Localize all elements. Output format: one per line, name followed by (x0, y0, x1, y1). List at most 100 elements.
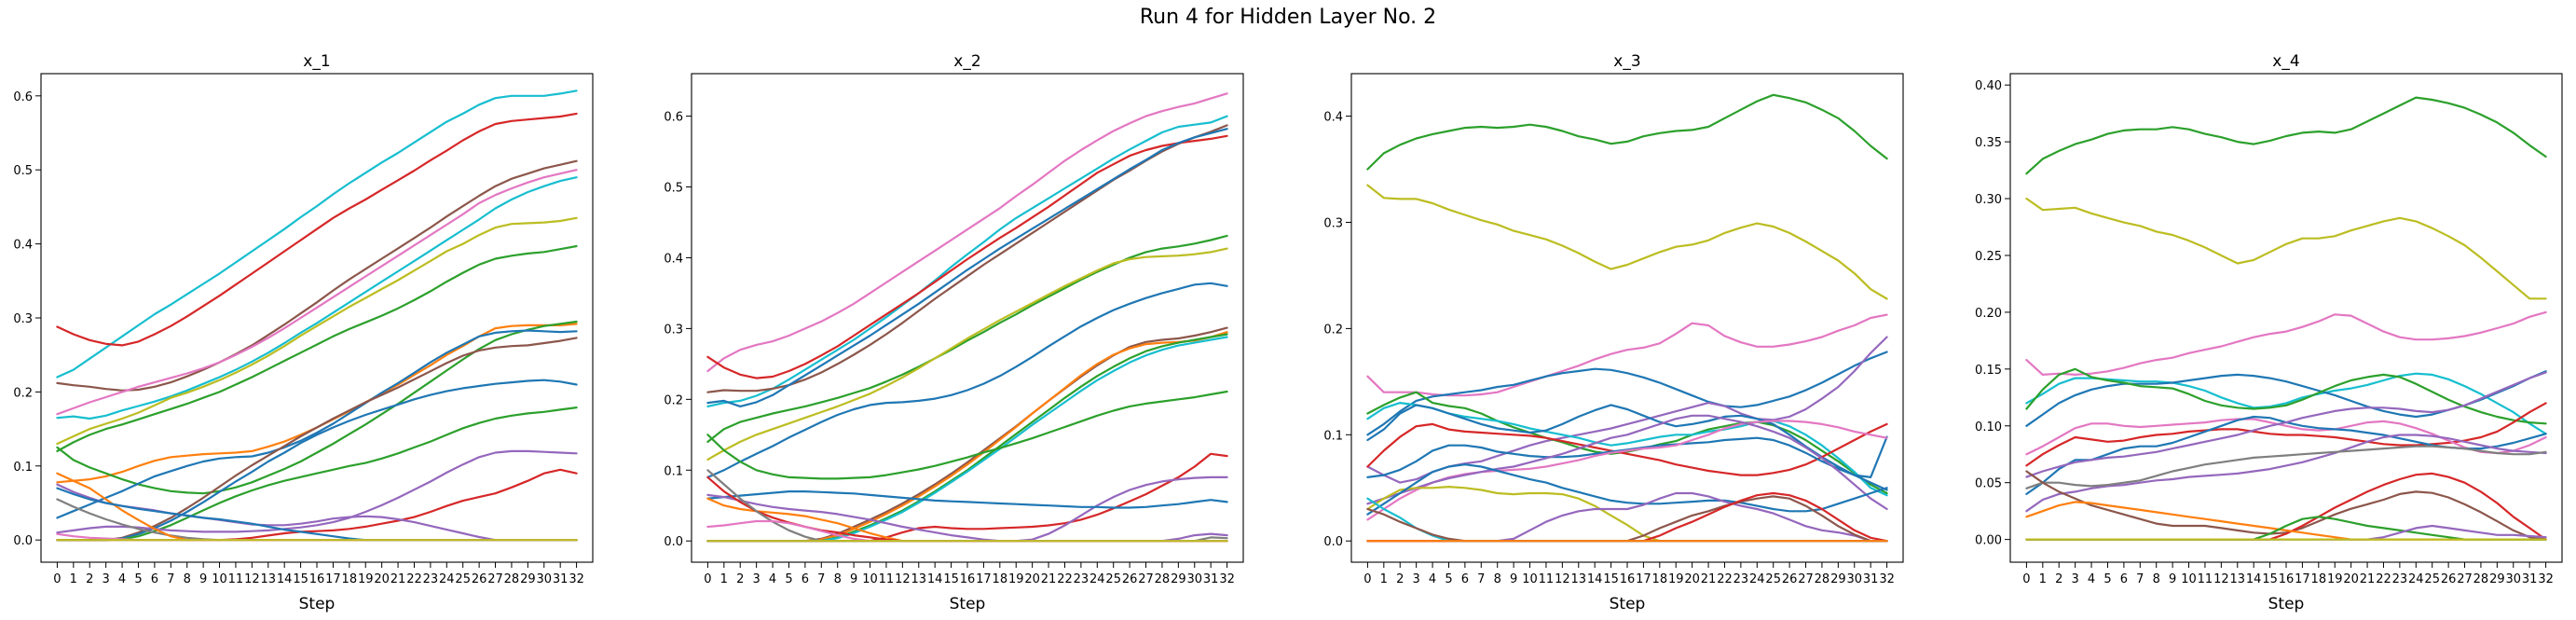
series-line-4 (1366, 351, 1888, 436)
series-line-8 (1366, 404, 1888, 491)
x-tick-label: 10 (1522, 572, 1538, 586)
x-tick-label: 25 (1765, 572, 1781, 586)
series-line-11 (56, 337, 578, 542)
x-tick-label: 2 (1396, 572, 1404, 586)
x-tick-label: 13 (911, 572, 926, 586)
x-tick-label: 3 (753, 572, 760, 586)
x-tick-label: 21 (1701, 572, 1717, 586)
series-line-12 (1366, 414, 1888, 511)
series-line-1 (2025, 96, 2547, 175)
x-tick-label: 25 (455, 572, 471, 586)
series-line-2 (2025, 197, 2547, 300)
x-tick-label: 25 (1105, 572, 1121, 586)
subplot-1: 0 1 2 3 4 5 6 7 8 9 10 11 12 13 14 15 16 17 18 19 20 21 22 23 24… (13, 52, 594, 613)
x-tick-label: 7 (817, 572, 825, 586)
x-tick-label: 22 (2376, 572, 2391, 586)
series-line-7 (706, 247, 1228, 461)
x-tick-label: 13 (260, 572, 276, 586)
x-tick-label: 22 (1717, 572, 1733, 586)
x-tick-label: 11 (2198, 572, 2213, 586)
x-tick-label: 29 (2489, 572, 2505, 586)
y-tick-label: 0.1 (664, 464, 683, 478)
y-tick-label: 0.6 (13, 90, 33, 104)
x-tick-label: 0 (2022, 572, 2030, 586)
x-tick-label: 31 (1203, 572, 1219, 586)
x-tick-label: 26 (1122, 572, 1138, 586)
x-tick-label: 12 (2213, 572, 2229, 586)
x-tick-label: 12 (244, 572, 260, 586)
x-tick-label: 9 (1510, 572, 1517, 586)
x-tick-label: 4 (118, 572, 126, 586)
y-tick-label: 0.5 (664, 182, 683, 196)
x-tick-label: 0 (1363, 572, 1371, 586)
x-tick-label: 22 (406, 572, 422, 586)
x-tick-label: 29 (1830, 572, 1846, 586)
x-tick-label: 28 (504, 572, 520, 586)
x-tick-label: 27 (2457, 572, 2473, 586)
x-tick-label: 14 (927, 572, 943, 586)
series-line-12 (56, 379, 578, 542)
series-line-1 (56, 90, 578, 379)
x-tick-label: 1 (1380, 572, 1388, 586)
x-tick-label: 11 (1539, 572, 1555, 586)
x-tick-label: 20 (374, 572, 390, 586)
series-line-5 (56, 176, 578, 420)
series-line-7 (56, 244, 578, 452)
x-tick-label: 20 (1684, 572, 1700, 586)
x-axis-label: Step (950, 595, 986, 613)
x-tick-label: 9 (850, 572, 857, 586)
x-tick-label: 16 (1620, 572, 1636, 586)
figure-title: Run 4 for Hidden Layer No. 2 (1139, 6, 1437, 29)
series-line-3 (2025, 310, 2547, 376)
y-tick-label: 0.5 (13, 164, 33, 178)
x-tick-label: 17 (1636, 572, 1651, 586)
y-tick-label: 0.05 (1975, 477, 2002, 491)
x-tick-label: 1 (720, 572, 728, 586)
x-tick-label: 14 (277, 572, 293, 586)
subplot-title: x_3 (1613, 52, 1640, 71)
y-tick-label: 0.15 (1975, 364, 2002, 378)
x-tick-label: 31 (553, 572, 569, 586)
x-tick-label: 12 (895, 572, 911, 586)
series-line-20 (706, 469, 1228, 543)
x-tick-label: 24 (1089, 572, 1105, 586)
x-tick-label: 15 (293, 572, 308, 586)
series-line-2 (706, 115, 1228, 407)
y-tick-label: 0.3 (1323, 216, 1343, 230)
x-tick-label: 28 (2473, 572, 2489, 586)
subplot-3: 0 1 2 3 4 5 6 7 8 9 10 11 12 13 14 15 16 17 18 19 20 21 22 23 24… (1323, 52, 1904, 613)
x-tick-label: 10 (862, 572, 878, 586)
subplot-title: x_1 (303, 52, 330, 71)
y-tick-label: 0.3 (13, 312, 33, 326)
x-tick-label: 9 (199, 572, 207, 586)
series-line-14 (56, 449, 578, 534)
y-tick-label: 0.1 (1323, 429, 1343, 443)
y-tick-label: 0.2 (1323, 323, 1343, 337)
x-tick-label: 22 (1057, 572, 1073, 586)
x-tick-label: 19 (1008, 572, 1024, 586)
x-tick-label: 23 (1733, 572, 1749, 586)
x-tick-label: 8 (1494, 572, 1501, 586)
series-line-3 (1366, 313, 1888, 397)
series-line-4 (706, 134, 1228, 379)
series-line-5 (706, 128, 1228, 407)
series-line-18 (706, 497, 1228, 543)
series-line-9 (56, 320, 578, 495)
x-axis-label: Step (2268, 595, 2305, 613)
x-tick-label: 16 (960, 572, 976, 586)
x-tick-label: 15 (1603, 572, 1619, 586)
series-line-15 (56, 468, 578, 542)
series-line-16 (706, 489, 1228, 509)
x-tick-label: 5 (785, 572, 792, 586)
x-tick-label: 27 (1798, 572, 1814, 586)
y-tick-label: 0.00 (1975, 534, 2002, 548)
x-tick-label: 3 (1413, 572, 1420, 586)
series-line-17 (1366, 491, 1888, 543)
x-tick-label: 15 (2262, 572, 2278, 586)
x-tick-label: 32 (2538, 572, 2554, 586)
x-tick-label: 21 (2360, 572, 2376, 586)
subplot-4: 0 1 2 3 4 5 6 7 8 9 10 11 12 13 14 15 16 17 18 19 20 21 22 23 24… (1975, 52, 2563, 613)
x-tick-label: 14 (2246, 572, 2262, 586)
x-tick-label: 6 (2120, 572, 2128, 586)
series-line-10 (2025, 371, 2547, 478)
